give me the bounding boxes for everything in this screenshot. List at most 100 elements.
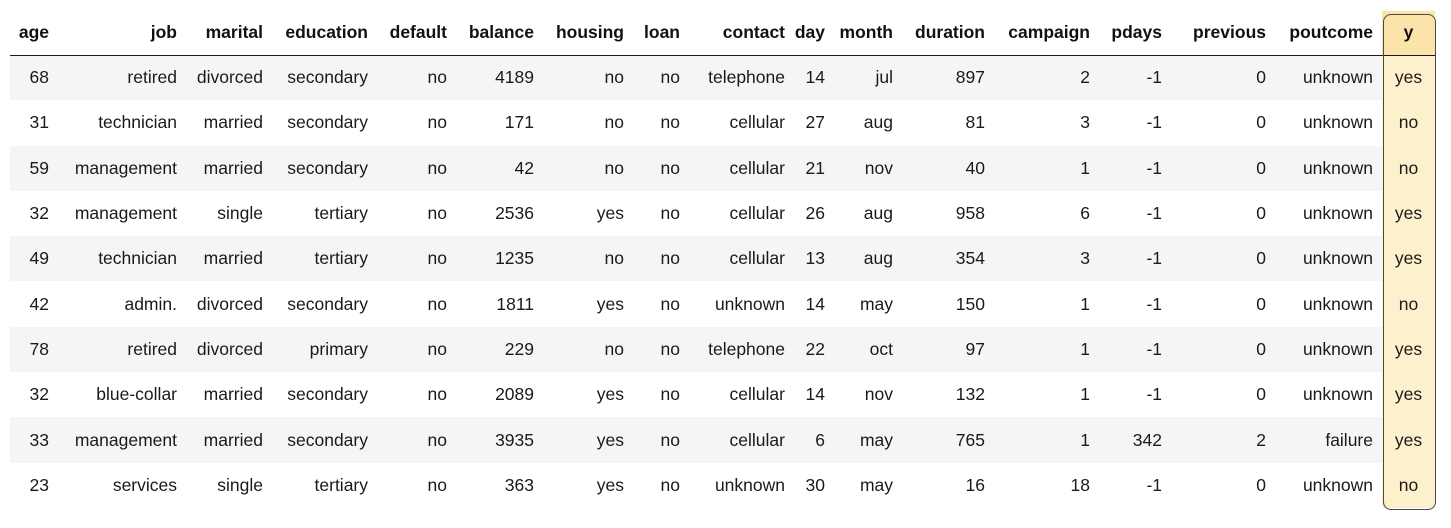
column-header-day: day xyxy=(794,11,834,56)
cell-month: may xyxy=(834,281,902,327)
cell-balance: 42 xyxy=(456,145,543,191)
cell-housing: no xyxy=(543,100,633,146)
cell-pdays: -1 xyxy=(1099,100,1171,146)
cell-month: may xyxy=(834,462,902,508)
cell-contact: telephone xyxy=(689,55,794,101)
cell-poutcome: unknown xyxy=(1275,145,1382,191)
cell-marital: divorced xyxy=(186,55,272,101)
cell-pdays: 342 xyxy=(1099,417,1171,463)
cell-loan: no xyxy=(633,281,689,327)
cell-loan: no xyxy=(633,55,689,101)
cell-pdays: -1 xyxy=(1099,281,1171,327)
column-header-default: default xyxy=(377,11,456,56)
cell-loan: no xyxy=(633,236,689,282)
cell-balance: 1811 xyxy=(456,281,543,327)
cell-pdays: -1 xyxy=(1099,236,1171,282)
cell-housing: yes xyxy=(543,417,633,463)
cell-balance: 3935 xyxy=(456,417,543,463)
cell-education: secondary xyxy=(272,417,377,463)
cell-campaign: 18 xyxy=(994,462,1099,508)
column-header-pdays: pdays xyxy=(1099,11,1171,56)
column-header-month: month xyxy=(834,11,902,56)
cell-day: 30 xyxy=(794,462,834,508)
cell-loan: no xyxy=(633,145,689,191)
cell-age: 42 xyxy=(10,281,58,327)
cell-day: 13 xyxy=(794,236,834,282)
cell-previous: 0 xyxy=(1171,326,1275,373)
cell-duration: 132 xyxy=(902,372,994,418)
cell-month: oct xyxy=(834,326,902,373)
cell-contact: cellular xyxy=(689,190,794,237)
cell-age: 78 xyxy=(10,326,58,373)
cell-marital: divorced xyxy=(186,326,272,373)
cell-campaign: 3 xyxy=(994,100,1099,146)
cell-education: tertiary xyxy=(272,236,377,282)
cell-marital: married xyxy=(186,236,272,282)
cell-duration: 97 xyxy=(902,326,994,373)
cell-duration: 150 xyxy=(902,281,994,327)
table-row: 33 management married secondary no 3935 yes no c… xyxy=(10,417,1435,463)
cell-housing: yes xyxy=(543,281,633,327)
cell-loan: no xyxy=(633,100,689,146)
table-row: 68 retired divorced secondary no 4189 no no tele… xyxy=(10,55,1435,101)
column-header-marital: marital xyxy=(186,11,272,56)
cell-job: retired xyxy=(58,326,186,373)
cell-housing: no xyxy=(543,55,633,101)
cell-age: 31 xyxy=(10,100,58,146)
cell-previous: 0 xyxy=(1171,236,1275,282)
cell-loan: no xyxy=(633,462,689,508)
cell-y: no xyxy=(1382,462,1435,508)
cell-day: 21 xyxy=(794,145,834,191)
cell-campaign: 1 xyxy=(994,326,1099,373)
cell-balance: 2536 xyxy=(456,190,543,237)
cell-y: yes xyxy=(1382,236,1435,282)
cell-balance: 363 xyxy=(456,462,543,508)
cell-contact: telephone xyxy=(689,326,794,373)
cell-housing: no xyxy=(543,326,633,373)
header-row: age job marital education default balance hous… xyxy=(10,11,1435,56)
cell-housing: no xyxy=(543,236,633,282)
table-row: 78 retired divorced primary no 229 no no telepho… xyxy=(10,326,1435,373)
cell-month: jul xyxy=(834,55,902,101)
cell-day: 22 xyxy=(794,326,834,373)
column-header-poutcome: poutcome xyxy=(1275,11,1382,56)
cell-housing: yes xyxy=(543,462,633,508)
cell-age: 59 xyxy=(10,145,58,191)
table-row: 32 management single tertiary no 2536 yes no cel… xyxy=(10,190,1435,237)
cell-housing: yes xyxy=(543,190,633,237)
cell-previous: 0 xyxy=(1171,372,1275,418)
cell-day: 27 xyxy=(794,100,834,146)
cell-education: secondary xyxy=(272,55,377,101)
cell-day: 14 xyxy=(794,372,834,418)
cell-education: tertiary xyxy=(272,462,377,508)
cell-month: aug xyxy=(834,100,902,146)
cell-default: no xyxy=(377,100,456,146)
cell-age: 49 xyxy=(10,236,58,282)
cell-duration: 354 xyxy=(902,236,994,282)
cell-balance: 171 xyxy=(456,100,543,146)
column-header-campaign: campaign xyxy=(994,11,1099,56)
cell-loan: no xyxy=(633,190,689,237)
cell-duration: 765 xyxy=(902,417,994,463)
cell-marital: single xyxy=(186,190,272,237)
cell-duration: 958 xyxy=(902,190,994,237)
column-header-job: job xyxy=(58,11,186,56)
data-table: age job marital education default balance hous… xyxy=(10,11,1435,508)
cell-previous: 0 xyxy=(1171,100,1275,146)
table-body: 68 retired divorced secondary no 4189 no no tele… xyxy=(10,55,1435,508)
cell-pdays: -1 xyxy=(1099,326,1171,373)
cell-day: 6 xyxy=(794,417,834,463)
cell-poutcome: unknown xyxy=(1275,326,1382,373)
cell-duration: 81 xyxy=(902,100,994,146)
cell-duration: 16 xyxy=(902,462,994,508)
cell-previous: 0 xyxy=(1171,281,1275,327)
cell-marital: married xyxy=(186,417,272,463)
cell-education: secondary xyxy=(272,100,377,146)
cell-age: 23 xyxy=(10,462,58,508)
column-header-duration: duration xyxy=(902,11,994,56)
cell-age: 32 xyxy=(10,372,58,418)
table-row: 59 management married secondary no 42 no no cell… xyxy=(10,145,1435,191)
cell-loan: no xyxy=(633,417,689,463)
column-header-balance: balance xyxy=(456,11,543,56)
column-header-previous: previous xyxy=(1171,11,1275,56)
